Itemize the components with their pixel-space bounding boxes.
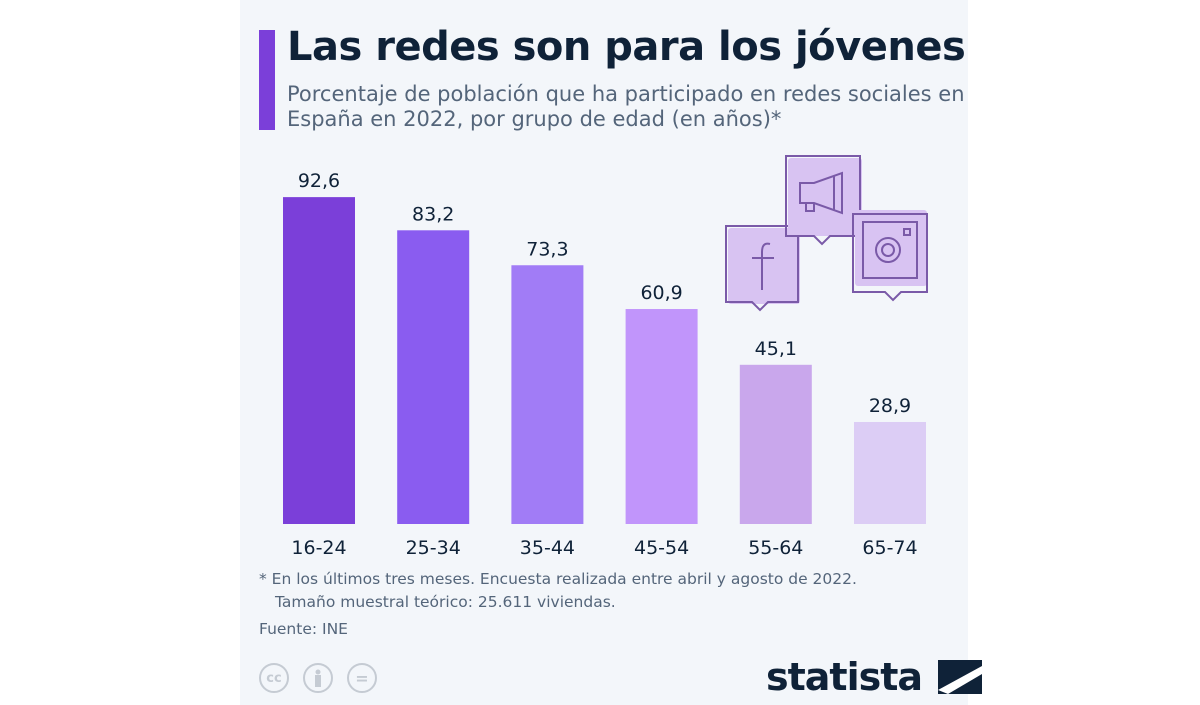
category-label: 55-64 [748,537,803,559]
facebook-icon [725,225,800,312]
category-label: 16-24 [291,537,346,559]
data-label: 92,6 [298,170,340,192]
bar-65-74 [854,421,926,524]
bar-55-64 [739,364,812,524]
statista-logo-mark [938,660,983,694]
data-label: 83,2 [412,203,454,225]
footnote-line-2: Tamaño muestral teórico: 25.611 vivienda… [275,593,616,611]
category-label: 65-74 [862,537,917,559]
statista-logo[interactable]: statista [766,655,983,699]
attribution-icon[interactable] [303,663,333,693]
instagram-icon [852,210,928,302]
megaphone-icon [785,155,862,246]
category-label: 45-54 [634,537,689,559]
category-label: 25-34 [406,537,461,559]
data-label: 60,9 [640,282,682,304]
footnote-line-1: * En los últimos tres meses. Encuesta re… [259,570,857,588]
title-accent-bar [259,30,275,130]
category-label: 35-44 [520,537,575,559]
bar-25-34 [397,230,470,524]
creative-commons-icon[interactable]: cc [259,663,289,693]
source: Fuente: INE [259,620,348,638]
bar-35-44 [511,265,584,524]
bar-45-54 [625,309,698,524]
chart-subtitle: Porcentaje de población que ha participa… [287,82,965,131]
data-label: 45,1 [755,338,797,360]
bar-16-24 [283,197,355,524]
social-icons [725,155,928,312]
chart-title: Las redes son para los jóvenes [287,24,966,70]
no-derivatives-icon[interactable]: = [347,663,377,693]
infographic-panel [240,0,968,705]
data-label: 73,3 [526,238,568,260]
data-label: 28,9 [869,395,911,417]
